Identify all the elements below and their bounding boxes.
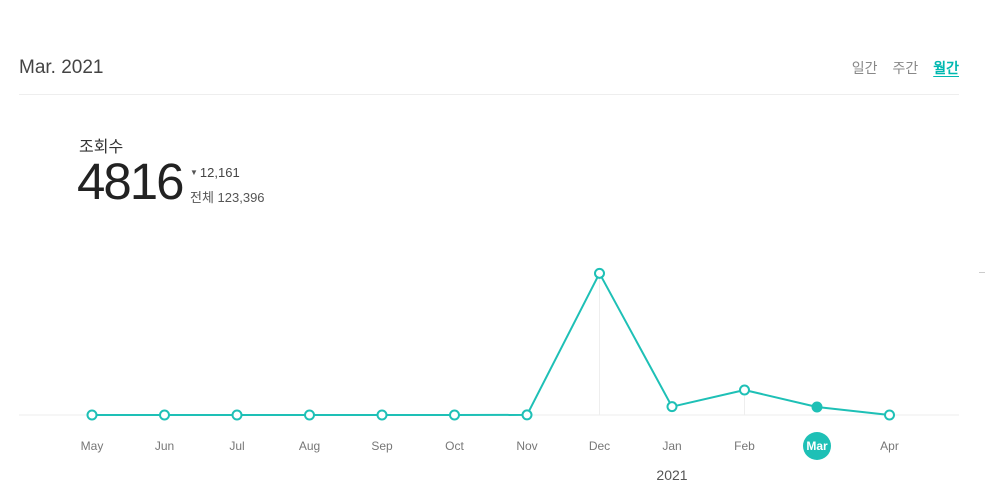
data-point[interactable]: [811, 401, 823, 413]
data-point[interactable]: [521, 409, 533, 421]
edge-mark: [979, 272, 985, 273]
x-tick-label[interactable]: Apr: [880, 439, 899, 453]
x-tick-label[interactable]: Oct: [445, 439, 464, 453]
data-point[interactable]: [739, 384, 750, 396]
data-point[interactable]: [449, 409, 460, 421]
tab-weekly[interactable]: 주간: [892, 60, 919, 76]
x-tick-label[interactable]: Jan: [662, 439, 681, 453]
views-total: 전체 123,396: [190, 190, 265, 205]
tab-daily[interactable]: 일간: [851, 60, 878, 76]
data-point[interactable]: [304, 409, 315, 421]
header-divider: [19, 94, 959, 95]
views-value: 4816: [77, 153, 184, 210]
data-point[interactable]: [376, 409, 388, 421]
year-label: 2021: [656, 467, 687, 483]
views-label: 조회수: [79, 139, 124, 156]
x-tick-label[interactable]: Dec: [589, 439, 610, 453]
views-change: ▼ 12,161: [190, 165, 240, 180]
x-tick-label[interactable]: Jun: [155, 439, 174, 453]
data-point[interactable]: [86, 409, 98, 421]
selected-month-marker[interactable]: [803, 432, 831, 460]
x-tick-label[interactable]: Aug: [299, 439, 320, 453]
data-point[interactable]: [884, 409, 895, 421]
tab-monthly[interactable]: 월간: [933, 60, 959, 76]
period-tabs: 일간 주간 월간: [852, 58, 959, 78]
views-change-value: 12,161: [199, 165, 240, 180]
x-tick-label[interactable]: Nov: [516, 439, 537, 453]
x-tick-label[interactable]: Mar: [806, 439, 828, 453]
data-point[interactable]: [231, 409, 243, 421]
down-arrow-icon: ▼: [190, 168, 198, 177]
selected-period-date: Mar. 2021: [19, 57, 104, 78]
data-point[interactable]: [666, 401, 678, 413]
x-tick-label[interactable]: May: [81, 439, 104, 453]
views-series-line: [92, 272, 890, 416]
x-tick-label[interactable]: Sep: [371, 439, 393, 453]
x-tick-label[interactable]: Jul: [229, 439, 244, 453]
x-tick-label[interactable]: Feb: [734, 439, 755, 453]
data-point[interactable]: [159, 409, 170, 421]
data-point[interactable]: [594, 267, 605, 279]
